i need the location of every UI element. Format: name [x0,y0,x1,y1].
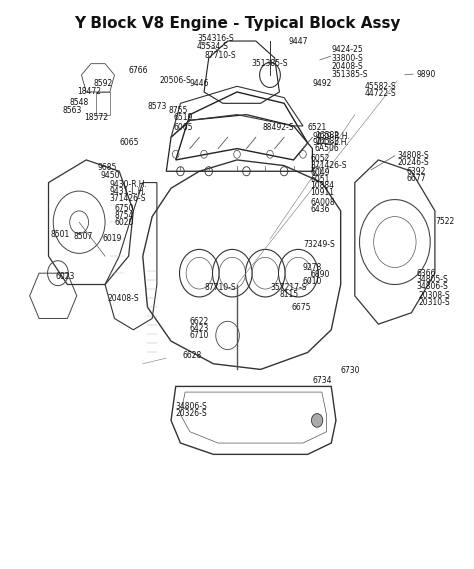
Text: 73249-S: 73249-S [303,240,335,249]
Text: 371426-S: 371426-S [110,194,146,203]
Text: 6730: 6730 [341,366,360,375]
Text: 45534-S: 45534-S [197,42,229,51]
Text: 16583: 16583 [315,137,339,146]
Text: 6065: 6065 [119,138,139,147]
Text: 6521: 6521 [308,122,327,131]
Text: 8755: 8755 [169,106,188,114]
Text: 9890: 9890 [416,71,436,80]
Text: 9424-25: 9424-25 [331,45,363,54]
Text: 8573: 8573 [147,102,167,110]
Text: 6020: 6020 [115,218,134,226]
Text: 6023: 6023 [55,271,75,281]
Text: 6677: 6677 [407,174,426,183]
Text: Y Block V8 Engine - Typical Block Assy: Y Block V8 Engine - Typical Block Assy [74,15,400,31]
Text: 33800-S: 33800-S [331,53,363,63]
Text: 34806-S: 34806-S [416,282,448,291]
Text: 88492-S: 88492-S [263,122,294,131]
Circle shape [311,414,323,427]
Text: 6019: 6019 [103,233,122,242]
Text: 87710-S: 87710-S [204,283,236,292]
Text: 7522: 7522 [435,217,454,225]
Text: 20246-S: 20246-S [397,158,429,167]
Text: 357217-S: 357217-S [270,283,307,292]
Text: 6734: 6734 [312,376,332,385]
Text: 6628: 6628 [183,351,202,360]
Text: 8754: 8754 [115,211,134,220]
Text: 9441-L.H.: 9441-L.H. [312,138,349,147]
Text: 9446: 9446 [190,79,210,88]
Text: 18472: 18472 [77,88,101,97]
Text: 87710-S: 87710-S [204,51,236,60]
Text: 20326-S: 20326-S [176,409,207,418]
Text: 6519: 6519 [173,113,193,122]
Text: 45582-S: 45582-S [364,82,396,91]
Text: 6766: 6766 [128,66,148,75]
Text: 6750: 6750 [115,204,134,213]
Text: 16582: 16582 [315,131,339,140]
Text: 9439-R.H.: 9439-R.H. [312,131,350,141]
Text: 6A008: 6A008 [310,198,335,207]
Text: 20308-S: 20308-S [419,291,450,300]
Text: 6710: 6710 [190,331,209,340]
Text: 8115: 8115 [279,290,299,299]
Text: 44722-S: 44722-S [364,89,396,98]
Text: 9431-L.H.: 9431-L.H. [110,187,146,196]
Text: 34806-S: 34806-S [176,402,208,411]
Text: 351385-S: 351385-S [331,71,368,80]
Text: 20506-S: 20506-S [159,76,191,85]
Text: 6052: 6052 [310,154,329,163]
Text: 371426-S: 371426-S [310,161,346,170]
Text: 9447: 9447 [289,36,308,46]
Text: 6A506: 6A506 [315,144,339,153]
Text: 8592: 8592 [93,79,112,88]
Text: 6049: 6049 [310,168,329,177]
Text: 6010: 6010 [303,277,322,286]
Text: 9430-R.H.: 9430-R.H. [110,180,147,189]
Text: 6436: 6436 [310,205,329,214]
Text: 8501: 8501 [51,230,70,239]
Text: 6392: 6392 [407,167,426,176]
Text: 351385-S: 351385-S [251,59,288,68]
Text: 8548: 8548 [70,98,89,106]
Text: 6622: 6622 [190,317,209,326]
Text: 9492: 9492 [312,79,332,88]
Text: 18572: 18572 [84,113,108,122]
Text: 10911: 10911 [310,188,334,197]
Text: 34805-S: 34805-S [416,275,448,284]
Text: 20408-S: 20408-S [108,294,139,303]
Text: 10884: 10884 [310,182,334,191]
Text: 34808-S: 34808-S [397,151,429,160]
Text: 8563: 8563 [63,106,82,114]
Text: 6423: 6423 [190,324,209,333]
Text: 354316-S: 354316-S [197,34,234,43]
Text: 20310-S: 20310-S [419,298,450,307]
Text: 20408-S: 20408-S [331,62,363,71]
Text: 6051: 6051 [310,175,329,184]
Text: 6065: 6065 [173,122,193,131]
Text: 6366: 6366 [416,269,436,278]
Text: 9278: 9278 [303,263,322,272]
Text: 9685: 9685 [98,163,118,172]
Text: 8507: 8507 [73,233,92,241]
Text: 6675: 6675 [291,303,310,312]
Text: 6890: 6890 [310,270,329,279]
Text: 9450: 9450 [100,171,120,180]
